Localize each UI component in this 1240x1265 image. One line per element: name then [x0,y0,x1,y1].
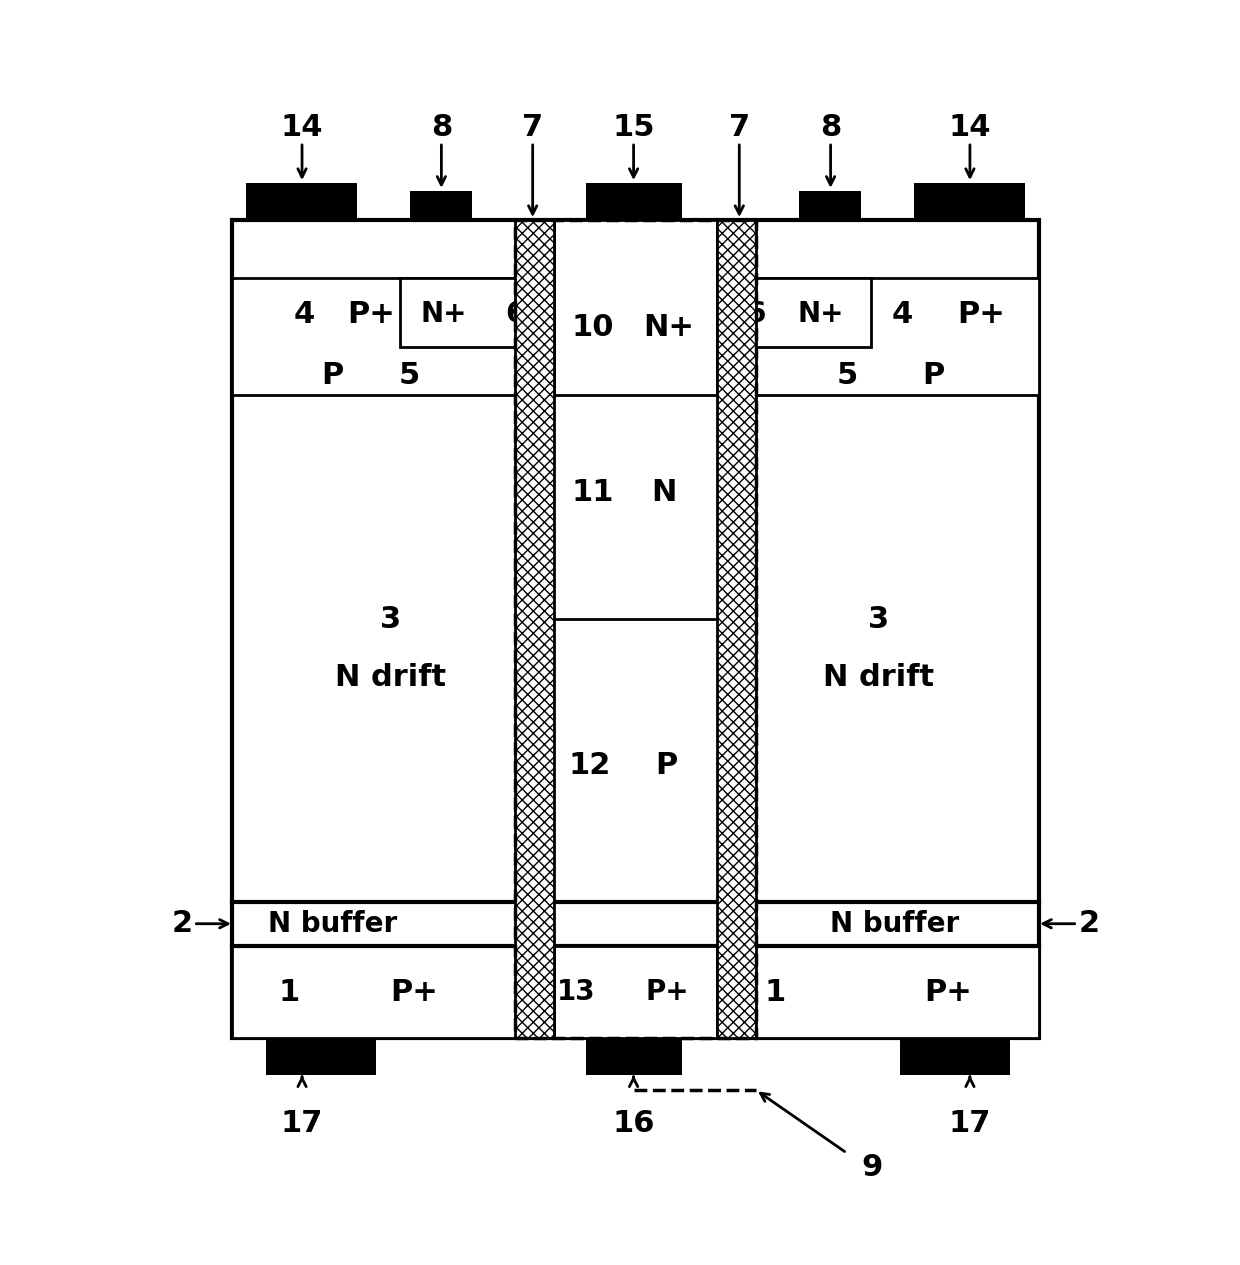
Bar [232,946,554,1039]
Text: 2: 2 [1079,910,1100,939]
Text: N+: N+ [420,301,466,329]
Text: 9: 9 [862,1154,883,1183]
Text: 14: 14 [280,113,324,142]
Bar [232,220,1039,1039]
Text: 6: 6 [506,301,525,329]
Text: 13: 13 [557,978,595,1007]
Text: N buffer: N buffer [831,911,960,939]
Bar [265,1039,376,1075]
Text: 3: 3 [868,605,889,634]
Text: N+: N+ [644,312,694,342]
Text: N drift: N drift [823,663,934,692]
Text: 7: 7 [522,113,543,142]
Bar [717,278,1039,395]
Text: 1: 1 [764,978,785,1007]
Bar [717,278,870,347]
Bar [900,1039,1011,1075]
Text: N+: N+ [797,301,844,329]
Bar [516,220,755,1039]
Text: 11: 11 [570,478,614,507]
Text: P+: P+ [957,300,1006,329]
Text: 4: 4 [892,300,914,329]
Text: N buffer: N buffer [268,911,397,939]
Bar [554,946,717,1039]
Text: 5: 5 [836,362,858,391]
Text: P+: P+ [391,978,439,1007]
Bar [585,183,682,220]
Text: P+: P+ [347,300,396,329]
Bar [717,946,1039,1039]
Text: P+: P+ [645,978,689,1007]
Bar [232,278,554,395]
Text: 3: 3 [379,605,401,634]
Text: 4: 4 [294,300,315,329]
Text: 7: 7 [729,113,750,142]
Text: 12: 12 [568,751,610,781]
Bar [409,191,472,220]
Text: N: N [652,478,677,507]
Text: 1: 1 [279,978,300,1007]
Bar [914,183,1024,220]
Text: 17: 17 [949,1109,991,1138]
Text: 16: 16 [613,1109,655,1138]
Bar [799,191,862,220]
Text: P: P [923,362,945,391]
Text: 6: 6 [746,301,765,329]
Text: 15: 15 [613,113,655,142]
Bar [401,278,554,347]
Text: P: P [321,362,343,391]
Text: 17: 17 [280,1109,324,1138]
Bar [717,220,755,1039]
Text: N drift: N drift [335,663,446,692]
Text: P+: P+ [924,978,972,1007]
Bar [554,220,717,395]
Text: 14: 14 [949,113,991,142]
Bar [247,183,357,220]
Text: 5: 5 [399,362,420,391]
Bar [516,220,554,1039]
Text: 2: 2 [171,910,192,939]
Text: 10: 10 [570,312,614,342]
Text: P: P [655,751,677,781]
Text: 8: 8 [430,113,453,142]
Bar [585,1039,682,1075]
Text: 8: 8 [820,113,841,142]
